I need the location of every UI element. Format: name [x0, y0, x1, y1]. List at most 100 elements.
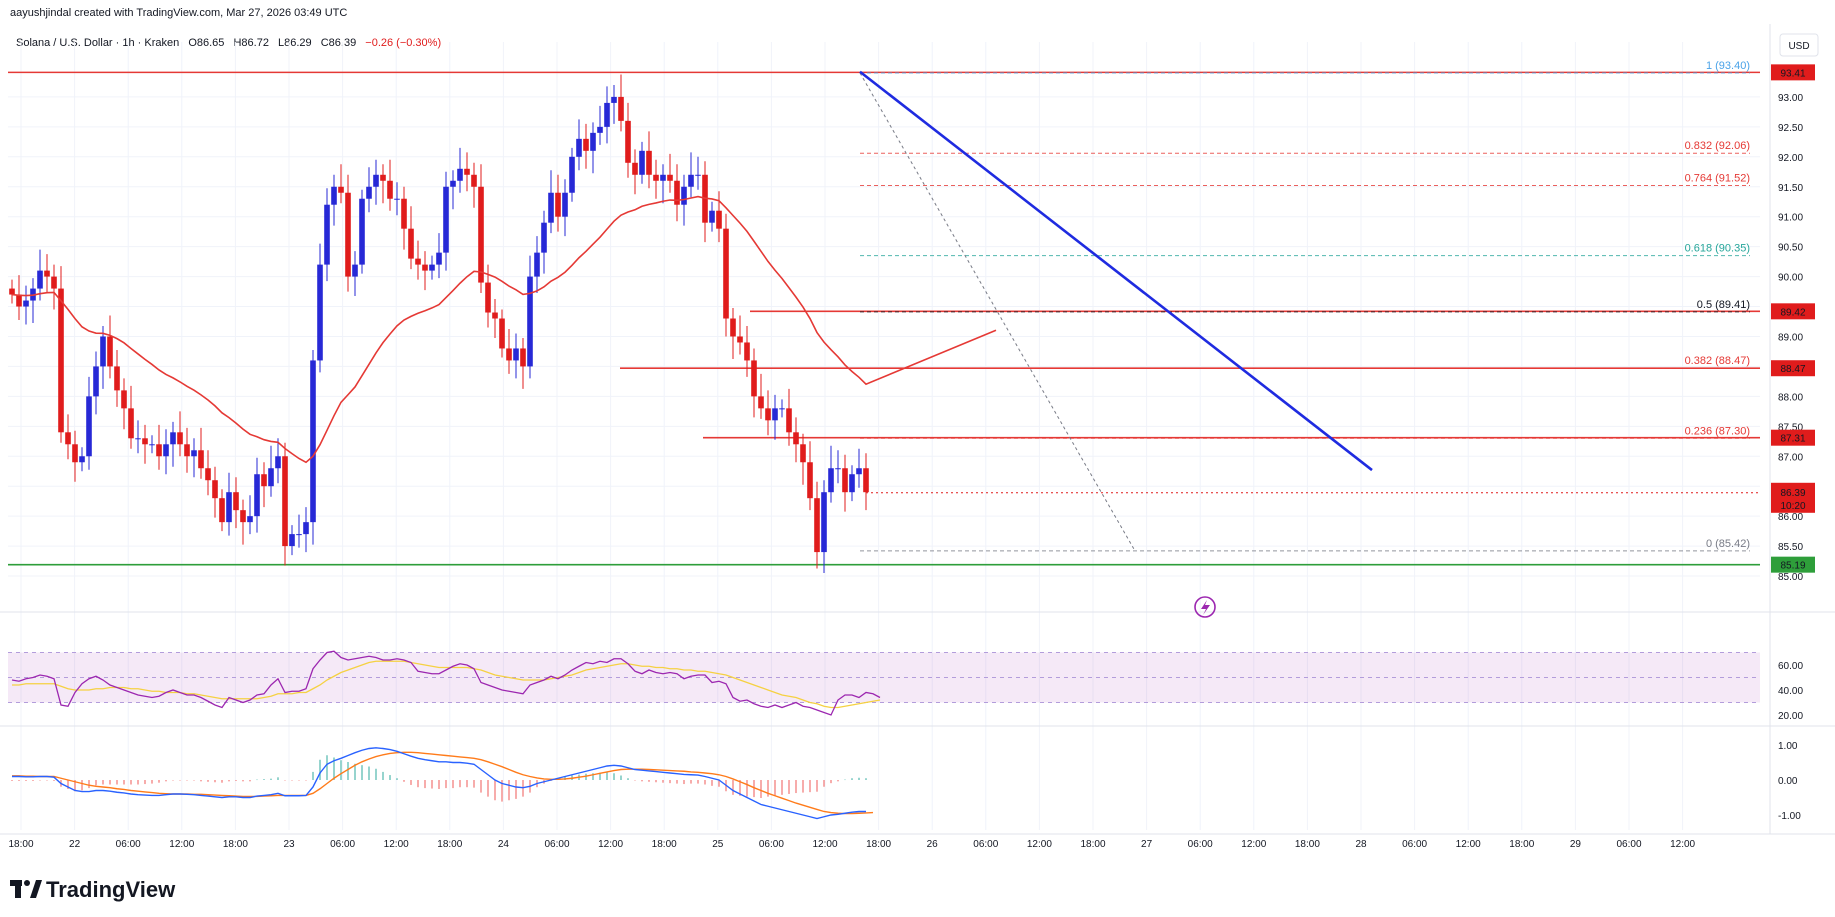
candle[interactable]: [597, 105, 603, 145]
candle[interactable]: [709, 201, 715, 232]
candle[interactable]: [856, 448, 862, 488]
candle[interactable]: [828, 445, 834, 503]
candle[interactable]: [156, 424, 162, 470]
candle[interactable]: [842, 454, 848, 512]
candle[interactable]: [268, 445, 274, 497]
candle[interactable]: [205, 450, 211, 496]
candle[interactable]: [758, 373, 764, 419]
candle[interactable]: [821, 480, 827, 574]
candle[interactable]: [93, 351, 99, 415]
candle[interactable]: [16, 275, 22, 321]
currency-button[interactable]: [1779, 33, 1819, 57]
candle[interactable]: [149, 435, 155, 454]
candle[interactable]: [618, 74, 624, 132]
candle[interactable]: [772, 394, 778, 440]
candle[interactable]: [506, 328, 512, 374]
rsi-pane[interactable]: [8, 650, 1760, 716]
candle[interactable]: [765, 390, 771, 436]
candle[interactable]: [723, 213, 729, 337]
candle[interactable]: [198, 427, 204, 479]
candle[interactable]: [471, 162, 477, 208]
candle[interactable]: [324, 188, 330, 282]
candle[interactable]: [184, 427, 190, 473]
candle[interactable]: [800, 433, 806, 485]
candle[interactable]: [464, 152, 470, 192]
candle[interactable]: [240, 499, 246, 545]
macd-pane[interactable]: [11, 747, 874, 820]
candle[interactable]: [737, 315, 743, 355]
candle[interactable]: [639, 141, 645, 184]
candle[interactable]: [401, 186, 407, 250]
candle[interactable]: [492, 299, 498, 338]
candle[interactable]: [786, 388, 792, 446]
candle[interactable]: [44, 254, 50, 294]
candle[interactable]: [450, 170, 456, 210]
candle[interactable]: [254, 457, 260, 533]
candle[interactable]: [51, 264, 57, 310]
candle[interactable]: [408, 206, 414, 270]
candle[interactable]: [520, 337, 526, 389]
candle[interactable]: [296, 514, 302, 548]
candle[interactable]: [226, 472, 232, 536]
candle[interactable]: [744, 326, 750, 377]
candle[interactable]: [100, 326, 106, 389]
candle[interactable]: [653, 159, 659, 199]
candle[interactable]: [394, 182, 400, 216]
candle[interactable]: [37, 249, 43, 301]
candle[interactable]: [779, 399, 785, 418]
candle[interactable]: [702, 161, 708, 243]
candle[interactable]: [65, 414, 71, 460]
candle[interactable]: [373, 159, 379, 205]
candle[interactable]: [541, 210, 547, 274]
candle[interactable]: [604, 86, 610, 144]
candle[interactable]: [716, 191, 722, 243]
lightning-icon[interactable]: [1194, 596, 1216, 618]
candle[interactable]: [576, 119, 582, 171]
candle[interactable]: [191, 438, 197, 478]
candle[interactable]: [632, 149, 638, 195]
candle[interactable]: [583, 123, 589, 169]
candle[interactable]: [751, 348, 757, 418]
candle[interactable]: [212, 466, 218, 518]
candle[interactable]: [646, 131, 652, 189]
candle[interactable]: [443, 171, 449, 271]
candle[interactable]: [429, 255, 435, 280]
candle[interactable]: [422, 251, 428, 291]
candle[interactable]: [128, 385, 134, 449]
candle[interactable]: [625, 102, 631, 178]
candle[interactable]: [247, 495, 253, 535]
candle[interactable]: [660, 164, 666, 204]
candle[interactable]: [366, 167, 372, 213]
candle[interactable]: [380, 164, 386, 204]
candle[interactable]: [310, 349, 316, 545]
candle[interactable]: [163, 429, 169, 475]
candle[interactable]: [359, 189, 365, 274]
price-pane[interactable]: 1 (93.40) 0.832 (92.06) 0.764 (91.52) 0.618…: [8, 60, 1760, 618]
candle[interactable]: [331, 174, 337, 226]
candle[interactable]: [569, 147, 575, 202]
candle[interactable]: [814, 481, 820, 569]
candle[interactable]: [562, 179, 568, 237]
candle[interactable]: [478, 164, 484, 294]
candle[interactable]: [415, 240, 421, 280]
candle[interactable]: [275, 438, 281, 484]
candle[interactable]: [555, 174, 561, 232]
candle[interactable]: [611, 84, 617, 124]
candle[interactable]: [233, 477, 239, 529]
candle[interactable]: [534, 236, 540, 294]
candle[interactable]: [177, 411, 183, 457]
tradingview-logo[interactable]: TradingView: [10, 877, 176, 902]
candle[interactable]: [499, 309, 505, 358]
candle[interactable]: [352, 251, 358, 297]
candle[interactable]: [261, 462, 267, 508]
candle[interactable]: [793, 417, 799, 463]
candle[interactable]: [548, 170, 554, 234]
candle[interactable]: [835, 450, 841, 484]
candle[interactable]: [527, 255, 533, 379]
candle[interactable]: [863, 453, 869, 511]
candle[interactable]: [9, 279, 15, 304]
candle[interactable]: [807, 441, 813, 511]
candle[interactable]: [170, 421, 176, 467]
candle[interactable]: [79, 447, 85, 472]
